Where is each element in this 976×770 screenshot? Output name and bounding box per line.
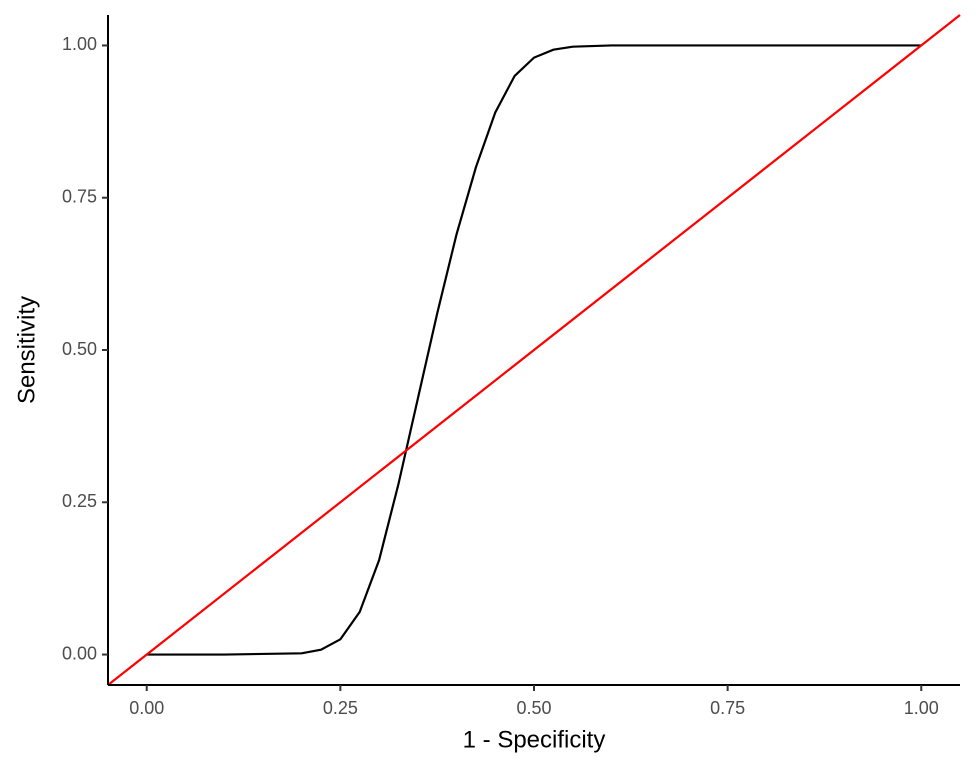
y-tick-label: 0.50 (62, 339, 97, 359)
x-axis-title: 1 - Specificity (463, 726, 606, 753)
x-tick-label: 0.25 (323, 698, 358, 718)
x-tick-label: 0.00 (129, 698, 164, 718)
y-tick-label: 0.75 (62, 186, 97, 206)
data-line (107, 14, 961, 686)
x-tick-label: 0.75 (710, 698, 745, 718)
y-tick-label: 0.00 (62, 643, 97, 663)
y-tick-label: 0.25 (62, 491, 97, 511)
y-axis-title: Sensitivity (13, 296, 40, 404)
y-tick-label: 1.00 (62, 34, 97, 54)
data-line (146, 44, 922, 656)
x-tick-label: 0.50 (516, 698, 551, 718)
x-tick-label: 1.00 (904, 698, 939, 718)
